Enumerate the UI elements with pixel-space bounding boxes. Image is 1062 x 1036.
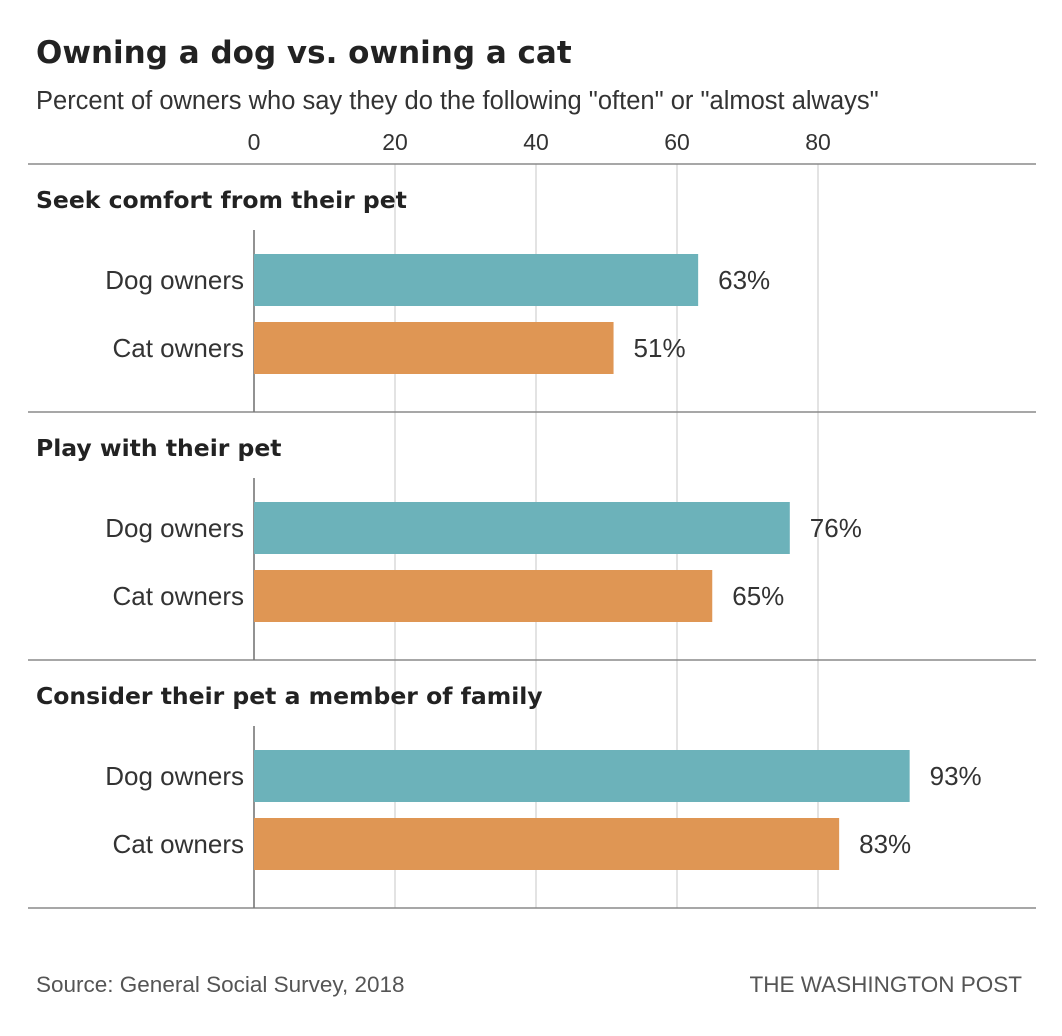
x-tick-label: 0	[248, 129, 261, 155]
bar-value-label: 65%	[732, 581, 784, 611]
group-heading: Consider their pet a member of family	[36, 682, 543, 710]
cat-owners-bar	[254, 818, 840, 870]
bar-value-label: 51%	[634, 333, 686, 363]
chart-title: Owning a dog vs. owning a cat	[36, 35, 572, 71]
x-tick-label: 60	[664, 129, 690, 155]
bar-category-label: Cat owners	[113, 829, 245, 859]
bar-value-label: 93%	[930, 761, 982, 791]
publisher-credit: THE WASHINGTON POST	[749, 972, 1022, 997]
dog-owners-bar	[254, 750, 910, 802]
x-tick-label: 40	[523, 129, 549, 155]
cat-owners-bar	[254, 322, 614, 374]
bar-category-label: Dog owners	[105, 761, 244, 791]
dog-owners-bar	[254, 254, 699, 306]
group-heading: Play with their pet	[36, 434, 282, 462]
dog-owners-bar	[254, 502, 790, 554]
source-note: Source: General Social Survey, 2018	[36, 972, 405, 997]
bar-category-label: Cat owners	[113, 333, 245, 363]
bar-value-label: 63%	[718, 265, 770, 295]
bar-value-label: 76%	[810, 513, 862, 543]
x-tick-label: 20	[382, 129, 408, 155]
cat-owners-bar	[254, 570, 713, 622]
bar-value-label: 83%	[859, 829, 911, 859]
bar-category-label: Dog owners	[105, 265, 244, 295]
chart-subtitle: Percent of owners who say they do the fo…	[36, 87, 879, 115]
group-heading: Seek comfort from their pet	[36, 186, 407, 214]
bar-category-label: Cat owners	[113, 581, 245, 611]
bar-category-label: Dog owners	[105, 513, 244, 543]
x-tick-label: 80	[805, 129, 831, 155]
